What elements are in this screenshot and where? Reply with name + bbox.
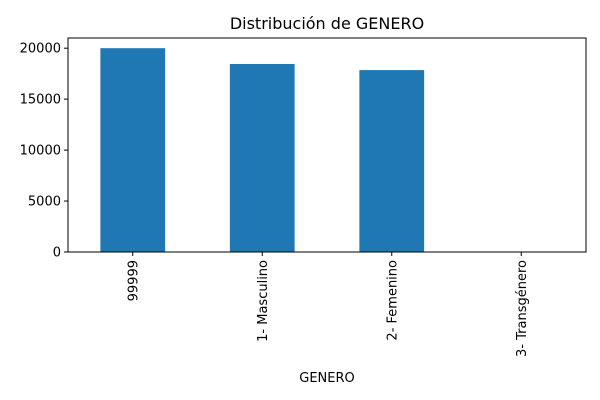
x-axis-label: GENERO [299, 371, 355, 386]
bar [100, 48, 166, 252]
x-tick-label: 1- Masculino [256, 260, 271, 342]
chart-title: Distribución de GENERO [230, 14, 424, 33]
bars-group [100, 48, 554, 252]
x-axis: 99999 1- Masculino 2- Femenino 3- Transgéne… [126, 252, 530, 357]
y-tick-label: 5000 [28, 195, 61, 210]
y-tick-label: 0 [53, 246, 61, 261]
plot-frame [67, 37, 587, 253]
x-tick-label: 2- Femenino [385, 260, 400, 341]
x-tick-label: 3- Transgénero [515, 260, 530, 357]
bar [229, 63, 295, 252]
bar [359, 70, 425, 252]
y-tick-label: 15000 [20, 93, 61, 108]
y-tick-label: 20000 [20, 42, 61, 57]
y-axis: 0 5000 10000 15000 20000 [20, 42, 68, 261]
x-tick-label: 99999 [126, 260, 141, 301]
y-tick-label: 10000 [20, 144, 61, 159]
